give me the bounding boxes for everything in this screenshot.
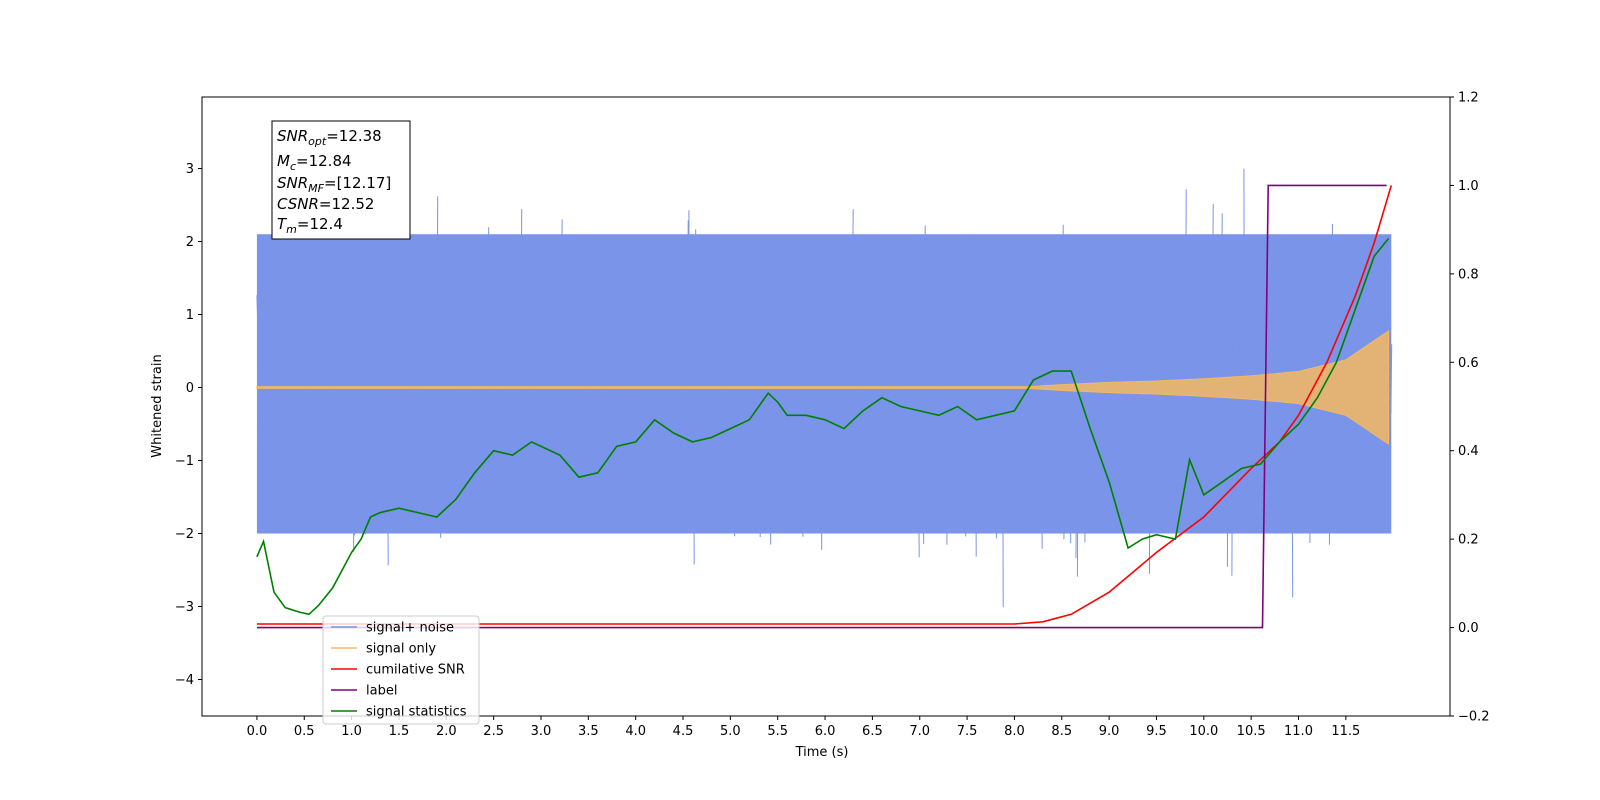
y-tick-label: −2: [175, 527, 194, 542]
x-tick-label: 2.5: [483, 724, 504, 739]
x-tick-label: 3.5: [578, 724, 599, 739]
y-tick-label: 2: [186, 235, 194, 250]
x-tick-label: 8.0: [1004, 724, 1025, 739]
legend-entry-cumulative-snr: cumilative SNR: [331, 663, 465, 678]
y-tick-label: −3: [175, 600, 194, 615]
y-tick-label: −1: [175, 454, 194, 469]
x-tick-label: 9.5: [1146, 724, 1167, 739]
x-tick-label: 1.5: [389, 724, 410, 739]
x-tick-label: 9.0: [1099, 724, 1120, 739]
x-tick-label: 11.5: [1331, 724, 1360, 739]
annotation-mc: Mc=12.84: [277, 152, 352, 173]
x-tick-label: 7.5: [957, 724, 978, 739]
x-tick-label: 5.0: [720, 724, 741, 739]
legend-label-cumulative-snr: cumilative SNR: [366, 663, 465, 678]
stats-annotation-box: SNRopt=12.38 Mc=12.84 SNRMF=[12.17] CSNR…: [271, 120, 411, 240]
legend: signal+ noise signal only cumilative SNR…: [322, 615, 480, 725]
y2-tick-label: 0.2: [1458, 533, 1479, 548]
plot-frame: [201, 96, 1451, 717]
legend-label-signal-only: signal only: [366, 642, 436, 657]
x-tick-label: 3.0: [531, 724, 552, 739]
x-tick-label: 1.0: [341, 724, 362, 739]
x-tick-label: 7.0: [909, 724, 930, 739]
x-tick-label: 0.5: [294, 724, 315, 739]
annotation-csnr: CSNR=12.52: [277, 195, 374, 213]
signal-statistics-line: [256, 237, 1390, 616]
x-tick-label: 2.0: [436, 724, 457, 739]
x-tick-label: 11.0: [1284, 724, 1313, 739]
y-tick-label: 3: [186, 162, 194, 177]
cumulative-snr-line: [256, 185, 1393, 625]
legend-label-signal-statistics: signal statistics: [366, 705, 467, 720]
x-axis-label: Time (s): [795, 745, 849, 760]
legend-entry-signal-statistics: signal statistics: [331, 705, 467, 720]
annotation-snr-opt: SNRopt=12.38: [277, 127, 382, 148]
y2-tick-label: 1.0: [1458, 179, 1479, 194]
label-line: [256, 184, 1387, 629]
x-tick-label: 6.5: [862, 724, 883, 739]
signal-only-chirp: [256, 330, 1389, 445]
x-tick-label: 6.0: [815, 724, 836, 739]
x-tick-label: 0.0: [247, 724, 268, 739]
y-axis-label: Whitened strain: [150, 354, 165, 457]
legend-frame: [322, 615, 480, 725]
x-tick-label: 10.0: [1189, 724, 1218, 739]
y2-axis-ticks: 1.2 1.0 0.8 0.6 0.4 0.2 0.0 −0.2: [1450, 91, 1490, 725]
y-axis-ticks: 3 2 1 0 −1 −2 −3 −4: [175, 162, 202, 688]
x-tick-label: 4.5: [673, 724, 694, 739]
annotation-snr-mf: SNRMF=[12.17]: [277, 174, 391, 195]
x-tick-label: 8.5: [1051, 724, 1072, 739]
x-tick-label: 10.5: [1237, 724, 1266, 739]
y2-tick-label: 1.2: [1458, 91, 1479, 106]
annotation-tm: Tm=12.4: [277, 215, 343, 236]
y-tick-label: −4: [175, 673, 194, 688]
right-axis-series: [256, 184, 1393, 629]
signal-only-series: [256, 330, 1389, 445]
legend-label-signal-noise: signal+ noise: [366, 621, 454, 636]
y2-tick-label: 0.8: [1458, 267, 1479, 282]
signal-noise-line: [256, 168, 1393, 608]
y2-tick-label: 0.4: [1458, 444, 1479, 459]
x-tick-label: 5.5: [767, 724, 788, 739]
y2-tick-label: 0.6: [1458, 356, 1479, 371]
legend-entry-signal-only: signal only: [331, 642, 436, 657]
legend-label-label: label: [366, 684, 397, 699]
y2-tick-label: 0.0: [1458, 621, 1479, 636]
legend-entry-signal-noise: signal+ noise: [331, 621, 454, 636]
legend-entry-label: label: [331, 684, 397, 699]
x-tick-label: 4.0: [625, 724, 646, 739]
y2-tick-label: −0.2: [1458, 710, 1490, 725]
y-tick-label: 1: [186, 308, 194, 323]
y-tick-label: 0: [186, 381, 194, 396]
